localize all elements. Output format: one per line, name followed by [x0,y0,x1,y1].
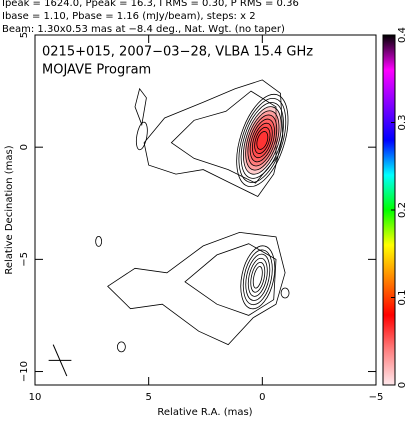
contour [252,266,263,289]
contour [184,243,277,316]
y-tick-label: 0 [19,144,30,150]
contour [240,245,276,310]
chart-subtitle: MOJAVE Program [42,63,151,78]
x-axis-label: Relative R.A. (mas) [157,407,252,418]
contour [107,231,286,346]
y-tick-label: −5 [19,252,30,267]
colorbar-tick-label: 0.3 [397,115,408,131]
contour [116,341,126,353]
colorbar-tick-label: 0 [397,382,408,388]
contours [95,79,290,353]
contour [280,287,290,299]
contour [245,253,271,301]
contour [250,261,266,293]
contour [134,87,147,127]
header-line: Ipeak = 1624.0, Ppeak = 16.3, I RMS = 0.… [2,0,299,9]
y-tick-label: 5 [19,32,30,38]
colorbar-tick-label: 0.4 [397,27,408,43]
contour [256,131,269,150]
contour [95,236,103,247]
plot-frame [34,34,377,386]
x-tick-label: 10 [29,392,42,403]
chart-title: 0215+015, 2007−03−28, VLBA 15.4 GHz [42,45,313,60]
contour [242,249,273,306]
contour [240,102,284,179]
colorbar-tick-label: 0.1 [397,290,408,306]
contour [236,93,289,188]
colorbar-tick-label: 0.2 [397,202,408,218]
y-axis-label: Relative Decination (mas) [4,145,15,274]
x-tick-label: 5 [145,392,151,403]
contour [170,90,277,184]
contour [135,121,148,151]
contour [238,98,287,183]
x-tick-label: 0 [259,392,265,403]
contour [247,257,268,297]
y-tick-label: −10 [19,361,30,382]
header-line: Ibase = 1.10, Pbase = 1.16 (mJy/beam), s… [2,11,256,22]
x-tick-label: −5 [369,392,384,403]
header-line: Beam: 1.30x0.53 mas at −8.4 deg., Nat. W… [2,24,285,35]
